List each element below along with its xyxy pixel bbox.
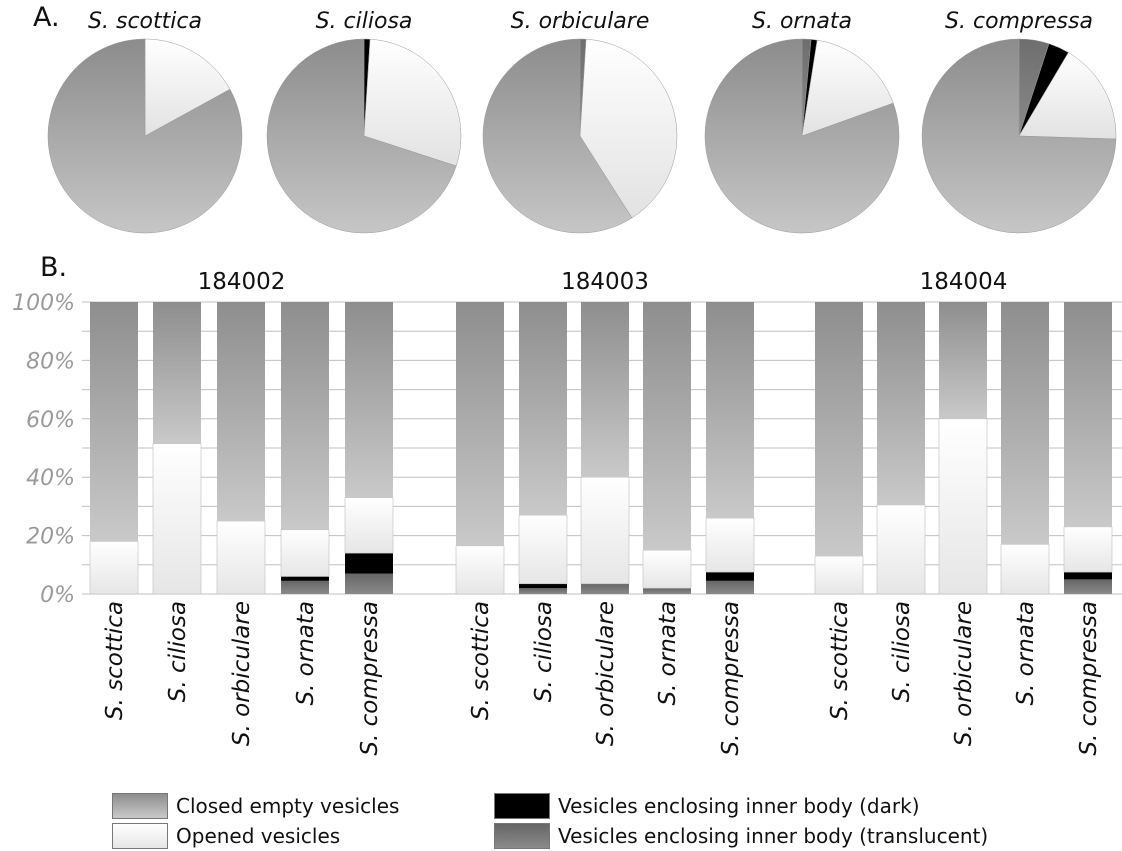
bar-segment-dark [519, 583, 567, 589]
bar-segment-opened [1000, 544, 1050, 595]
x-category-label: S. orbiculare [229, 601, 255, 746]
legend-swatch-dark [494, 793, 550, 819]
legend-swatch-translucent [494, 823, 550, 849]
bar-segment-translucent [519, 588, 567, 594]
bar-segment-dark [345, 553, 393, 574]
bar-segment-closed [1064, 302, 1112, 527]
x-category-label: S. compressa [718, 601, 744, 756]
bar-segment-opened [152, 443, 202, 595]
x-category-label: S. scottica [102, 601, 128, 720]
bar-segment-closed [815, 302, 863, 557]
legend-swatch-closed [112, 793, 168, 819]
x-category-label: S. ornata [1013, 601, 1039, 706]
panel-b-label: B. [40, 252, 68, 283]
pie-slice-closed [266, 38, 457, 234]
group-label: 184002 [198, 269, 286, 295]
y-tick-label: 20% [26, 525, 75, 550]
legend-item-translucent: Vesicles enclosing inner body (transluce… [494, 821, 988, 851]
bar-segment-opened [642, 549, 692, 589]
pie-slice-opened [801, 39, 894, 137]
bar-segment-dark [706, 572, 754, 581]
legend-label-dark: Vesicles enclosing inner body (dark) [558, 794, 920, 818]
bar-segment-opened [280, 529, 330, 577]
pie-slice-closed [704, 38, 900, 234]
legend-label-translucent: Vesicles enclosing inner body (transluce… [558, 824, 989, 848]
x-category-label: S. ornata [655, 601, 681, 706]
bar-segment-closed [643, 302, 691, 551]
x-category-label: S. ciliosa [889, 601, 915, 702]
x-category-label: S. scottica [827, 601, 853, 720]
pie-title: S. scottica [88, 9, 202, 34]
y-tick-label: 0% [40, 583, 75, 608]
legend-label-closed: Closed empty vesicles [176, 794, 400, 818]
bar-segment-opened [455, 545, 505, 595]
x-category-label: S. ciliosa [165, 601, 191, 702]
group-label: 184003 [561, 269, 649, 295]
bar-segment-opened [580, 476, 630, 585]
bar-segment-closed [706, 302, 754, 519]
bar-segment-opened [705, 517, 755, 573]
bar-segment-translucent [581, 583, 629, 594]
pie-slice-closed [921, 38, 1117, 234]
bar-segment-closed [456, 302, 504, 546]
bar-segment-translucent [281, 580, 329, 594]
x-category-label: S. ciliosa [531, 601, 557, 702]
pie-slice-opened [363, 38, 462, 167]
bar-segment-translucent [643, 588, 691, 594]
x-category-label: S. orbiculare [593, 601, 619, 746]
pie-slice-opened [579, 38, 678, 219]
x-category-label: S. compressa [357, 601, 383, 756]
legend-item-dark: Vesicles enclosing inner body (dark) [494, 791, 920, 821]
bar-segment-closed [1001, 302, 1049, 545]
bar-segment-translucent [706, 580, 754, 594]
bar-segment-closed [345, 302, 393, 498]
bar-segment-closed [581, 302, 629, 478]
pie-slice-closed [47, 38, 243, 234]
pie-title: S. compressa [945, 9, 1093, 34]
bar-segment-dark [281, 576, 329, 581]
bar-segment-opened [89, 541, 139, 595]
y-tick-label: 80% [26, 349, 75, 374]
bar-segment-opened [1063, 526, 1113, 573]
x-category-label: S. orbiculare [951, 601, 977, 746]
legend-label-opened: Opened vesicles [176, 824, 341, 848]
group-label: 184004 [920, 269, 1008, 295]
legend-item-closed: Closed empty vesicles [112, 791, 399, 821]
bar-segment-closed [90, 302, 138, 542]
stacked-bar-chart: 0% 20% 40% 60% 80% 100% 184002 S. scottica S. ci… [12, 269, 1122, 756]
pie-slice-opened [1018, 52, 1117, 140]
bar-segment-opened [344, 497, 394, 554]
bar-segment-opened [876, 504, 926, 595]
pie-title: S. ornata [752, 9, 852, 34]
bar-segment-opened [518, 514, 568, 585]
bar-segment-translucent [345, 573, 393, 594]
bar-segment-closed [939, 302, 987, 419]
pie-charts: S. scottica S. ciliosa S. orbiculare S. orn… [47, 9, 1117, 234]
pie-title: S. orbiculare [511, 9, 650, 34]
bar-segment-closed [519, 302, 567, 516]
pie-title: S. ciliosa [316, 9, 413, 34]
y-tick-label: 100% [12, 291, 75, 316]
bar-segment-closed [281, 302, 329, 530]
pie-slice-opened [144, 38, 231, 137]
bar-segment-opened [216, 520, 266, 595]
legend-swatch-opened [112, 823, 168, 849]
bar-segment-opened [814, 555, 864, 595]
bar-segment-closed [153, 302, 201, 444]
panel-a-label: A. [33, 2, 60, 33]
y-tick-label: 60% [26, 408, 75, 433]
x-category-label: S. scottica [468, 601, 494, 720]
pie-slice-closed [482, 38, 633, 234]
y-tick-label: 40% [26, 466, 75, 491]
bar-segment-closed [877, 302, 925, 505]
x-category-label: S. ornata [293, 601, 319, 706]
x-category-label: S. compressa [1076, 601, 1102, 756]
bar-segment-translucent [1064, 579, 1112, 594]
bar-segment-dark [1064, 572, 1112, 580]
bar-segment-opened [938, 418, 988, 595]
bar-segment-closed [217, 302, 265, 521]
legend-item-opened: Opened vesicles [112, 821, 340, 851]
